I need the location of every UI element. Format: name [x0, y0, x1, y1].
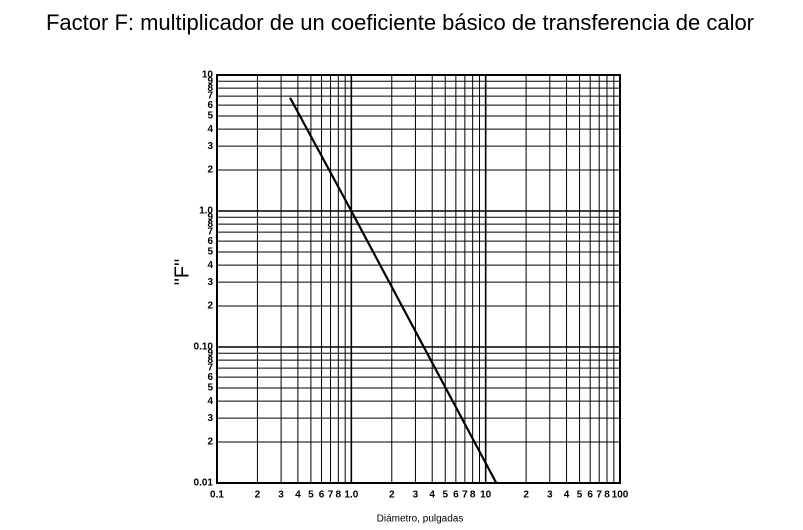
- x-tick-label: 4: [295, 490, 301, 501]
- x-tick-label: 8: [470, 490, 476, 501]
- y-tick-label: 9: [207, 212, 213, 223]
- x-tick-label: 4: [429, 490, 435, 501]
- y-tick-label: 8: [207, 83, 213, 94]
- x-tick-label: 4: [564, 490, 570, 501]
- x-tick-label: 8: [336, 490, 342, 501]
- x-tick-label: 2: [523, 490, 529, 501]
- y-tick-label: 8: [207, 355, 213, 366]
- y-tick-label: 6: [207, 372, 213, 383]
- y-tick-label: 6: [207, 236, 213, 247]
- x-tick-label: 5: [577, 490, 583, 501]
- y-tick-label: 3: [207, 141, 213, 152]
- y-tick-label: 8: [207, 219, 213, 230]
- plot-frame: [216, 74, 621, 484]
- y-tick-label: 7: [207, 91, 213, 102]
- y-tick-label: 2: [207, 165, 213, 176]
- x-tick-label: 3: [547, 490, 553, 501]
- x-tick-label: 7: [328, 490, 334, 501]
- x-tick-label: 6: [587, 490, 593, 501]
- y-tick-label: 0.01: [194, 478, 214, 489]
- y-tick-label: 9: [207, 348, 213, 359]
- y-tick-label: 7: [207, 227, 213, 238]
- y-tick-label: 7: [207, 363, 213, 374]
- y-tick-label: 1.0: [199, 206, 213, 217]
- y-tick-label: 3: [207, 277, 213, 288]
- x-tick-label: 10: [480, 490, 492, 501]
- y-tick-label: 5: [207, 111, 213, 122]
- x-tick-label: 3: [278, 490, 284, 501]
- y-tick-label: 10: [202, 70, 214, 81]
- x-tick-label: 2: [255, 490, 261, 501]
- y-tick-label: 2: [207, 301, 213, 312]
- x-axis-label: Diámetro, pulgadas: [377, 514, 464, 525]
- x-tick-label: 3: [413, 490, 419, 501]
- x-tick-label: 2: [389, 490, 395, 501]
- data-line: [289, 97, 498, 484]
- x-tick-label: 8: [604, 490, 610, 501]
- y-tick-label: 4: [207, 396, 213, 407]
- y-tick-label: 5: [207, 383, 213, 394]
- y-tick-label: 4: [207, 124, 213, 135]
- chart-title: Factor F: multiplicador de un coeficient…: [46, 10, 754, 35]
- y-tick-label: 0.10: [194, 342, 214, 353]
- y-tick-label: 6: [207, 100, 213, 111]
- x-tick-label: 7: [462, 490, 468, 501]
- x-tick-label: 1.0: [344, 490, 358, 501]
- y-tick-label: 3: [207, 413, 213, 424]
- x-tick-label: 100: [612, 490, 629, 501]
- x-tick-label: 5: [308, 490, 314, 501]
- y-tick-label: 9: [207, 76, 213, 87]
- x-tick-label: 6: [453, 490, 459, 501]
- x-tick-label: 7: [596, 490, 602, 501]
- x-tick-label: 0.1: [210, 490, 224, 501]
- y-tick-label: 2: [207, 437, 213, 448]
- x-tick-label: 6: [319, 490, 325, 501]
- y-tick-label: 5: [207, 247, 213, 258]
- y-axis-label: "F": [171, 259, 193, 285]
- x-tick-label: 5: [442, 490, 448, 501]
- y-tick-label: 4: [207, 260, 213, 271]
